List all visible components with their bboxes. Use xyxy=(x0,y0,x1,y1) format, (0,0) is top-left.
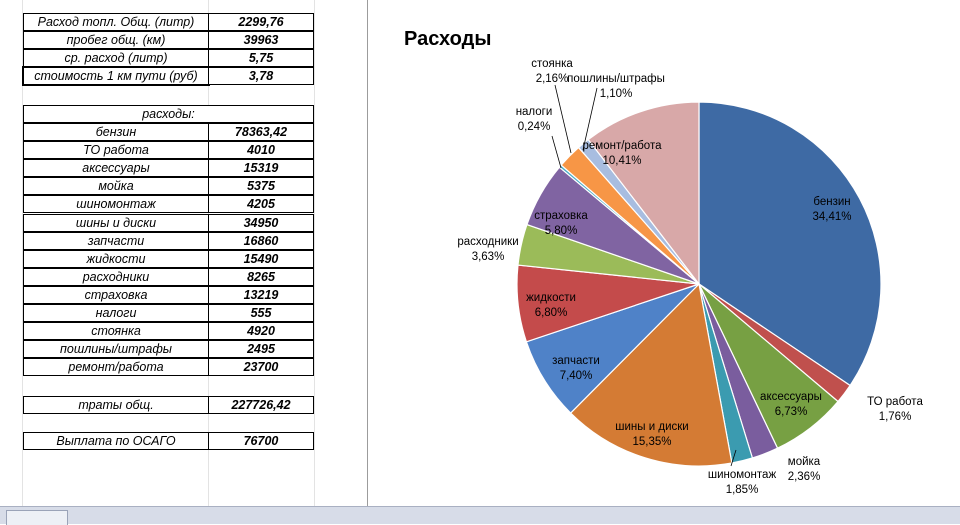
pie-slice[interactable] xyxy=(698,101,882,387)
grid-line xyxy=(314,0,315,523)
expense-value-cell[interactable]: 4920 xyxy=(208,322,314,341)
slice-percent-label: 34,41% xyxy=(812,211,851,223)
expense-label-cell[interactable]: шиномонтаж xyxy=(23,195,209,214)
summary-value-cell[interactable]: 2299,76 xyxy=(208,13,314,31)
pie-chart: бензин 34,41% ТО работа 1,76% аксессуары 6,73… xyxy=(457,58,923,496)
summary-label-cell[interactable]: Расход топл. Общ. (литр) xyxy=(23,13,209,31)
summary-label-cell[interactable]: ср. расход (литр) xyxy=(23,49,209,67)
expense-value-cell[interactable]: 13219 xyxy=(208,285,314,304)
slice-percent-label: 5,80% xyxy=(545,225,578,237)
expense-value-cell[interactable]: 4010 xyxy=(208,141,314,160)
slice-label: стоянка 2,16% xyxy=(531,58,573,85)
slice-percent-label: 7,40% xyxy=(560,370,593,382)
expenses-header-cell[interactable]: расходы: xyxy=(23,105,314,123)
expense-label-cell[interactable]: стоянка xyxy=(23,322,209,341)
expense-value-cell[interactable]: 16860 xyxy=(208,231,314,250)
slice-percent-label: 6,80% xyxy=(535,307,568,319)
expense-label-cell[interactable]: шины и диски xyxy=(23,213,209,232)
slice-category-label: страховка xyxy=(534,210,588,222)
slice-label: налоги 0,24% xyxy=(516,106,553,133)
slice-percent-label: 3,63% xyxy=(472,251,505,263)
osago-label-cell[interactable]: Выплата по ОСАГО xyxy=(23,432,209,450)
slice-percent-label: 6,73% xyxy=(775,406,808,418)
expense-value-cell[interactable]: 15319 xyxy=(208,159,314,178)
expense-value-cell[interactable]: 2495 xyxy=(208,340,314,359)
slice-category-label: запчасти xyxy=(552,355,600,367)
leader-line xyxy=(582,87,598,151)
slice-category-label: шиномонтаж xyxy=(708,469,777,481)
slice-category-label: шины и диски xyxy=(615,421,688,433)
slice-label: расходники 3,63% xyxy=(457,236,518,263)
slice-label: запчасти 7,40% xyxy=(552,355,600,382)
slice-label: аксессуары 6,73% xyxy=(760,391,822,418)
expense-label-cell[interactable]: пошлины/штрафы xyxy=(23,340,209,359)
expense-value-cell[interactable]: 555 xyxy=(208,304,314,322)
slice-category-label: налоги xyxy=(516,106,553,118)
expense-label-cell[interactable]: ТО работа xyxy=(23,141,209,160)
slice-category-label: мойка xyxy=(788,456,821,468)
slice-category-label: расходники xyxy=(457,236,518,248)
expense-label-cell[interactable]: запчасти xyxy=(23,231,209,250)
sheet-tab-bar xyxy=(0,506,960,525)
expense-value-cell[interactable]: 8265 xyxy=(208,267,314,286)
chart-title: Расходы xyxy=(404,28,492,50)
expense-label-cell[interactable]: налоги xyxy=(23,304,209,322)
slice-category-label: жидкости xyxy=(526,292,576,304)
expense-value-cell[interactable]: 23700 xyxy=(208,358,314,377)
grid-line xyxy=(22,0,23,523)
slice-label: ТО работа 1,76% xyxy=(867,396,923,423)
expense-value-cell[interactable]: 34950 xyxy=(208,213,314,232)
slice-label: страховка 5,80% xyxy=(534,210,588,237)
slice-percent-label: 1,85% xyxy=(726,484,759,496)
slice-percent-label: 2,36% xyxy=(788,471,821,483)
expense-value-cell[interactable]: 15490 xyxy=(208,249,314,268)
summary-value-cell[interactable]: 3,78 xyxy=(208,67,314,85)
osago-value-cell[interactable]: 76700 xyxy=(208,432,314,450)
slice-label: шины и диски 15,35% xyxy=(615,421,688,448)
expense-label-cell[interactable]: страховка xyxy=(23,285,209,304)
total-value-cell[interactable]: 227726,42 xyxy=(208,396,314,414)
expense-label-cell[interactable]: ремонт/работа xyxy=(23,358,209,377)
leader-line xyxy=(554,84,572,154)
slice-label: ремонт/работа 10,41% xyxy=(583,140,663,167)
slice-label: бензин 34,41% xyxy=(812,196,851,223)
slice-category-label: пошлины/штрафы xyxy=(567,73,665,85)
slice-percent-label: 10,41% xyxy=(602,155,641,167)
expense-value-cell[interactable]: 5375 xyxy=(208,177,314,196)
slice-percent-label: 1,76% xyxy=(879,411,912,423)
slice-category-label: стоянка xyxy=(531,58,573,70)
summary-label-cell[interactable]: пробег общ. (км) xyxy=(23,31,209,49)
slice-label: мойка 2,36% xyxy=(788,456,821,483)
slice-category-label: ТО работа xyxy=(867,396,923,408)
expense-value-cell[interactable]: 4205 xyxy=(208,195,314,214)
slice-percent-label: 1,10% xyxy=(600,88,633,100)
slice-category-label: бензин xyxy=(813,196,850,208)
expense-value-cell[interactable]: 78363,42 xyxy=(208,123,314,141)
chart-area[interactable]: Расходы бензин 34,41% ТО работа 1,76% аксесс… xyxy=(367,0,960,507)
slice-category-label: аксессуары xyxy=(760,391,822,403)
expense-label-cell[interactable]: бензин xyxy=(23,123,209,141)
expense-label-cell[interactable]: расходники xyxy=(23,267,209,286)
slice-label: шиномонтаж 1,85% xyxy=(708,469,777,496)
slice-label: пошлины/штрафы 1,10% xyxy=(567,73,665,100)
summary-label-cell[interactable]: стоимость 1 км пути (руб) xyxy=(22,66,210,86)
expense-label-cell[interactable]: аксессуары xyxy=(23,159,209,178)
leader-line xyxy=(551,135,562,169)
pie-slice[interactable] xyxy=(569,282,733,467)
total-label-cell[interactable]: траты общ. xyxy=(23,396,209,414)
slice-label: жидкости 6,80% xyxy=(526,292,576,319)
summary-value-cell[interactable]: 5,75 xyxy=(208,49,314,67)
expense-label-cell[interactable]: мойка xyxy=(23,177,209,196)
slice-category-label: ремонт/работа xyxy=(583,140,663,152)
slice-percent-label: 2,16% xyxy=(536,73,569,85)
leader-line xyxy=(730,449,737,467)
pie-slice[interactable] xyxy=(587,101,700,286)
sheet-tab[interactable] xyxy=(6,510,68,525)
slice-percent-label: 15,35% xyxy=(632,436,671,448)
slice-percent-label: 0,24% xyxy=(518,121,551,133)
expense-label-cell[interactable]: жидкости xyxy=(23,249,209,268)
summary-value-cell[interactable]: 39963 xyxy=(208,31,314,49)
